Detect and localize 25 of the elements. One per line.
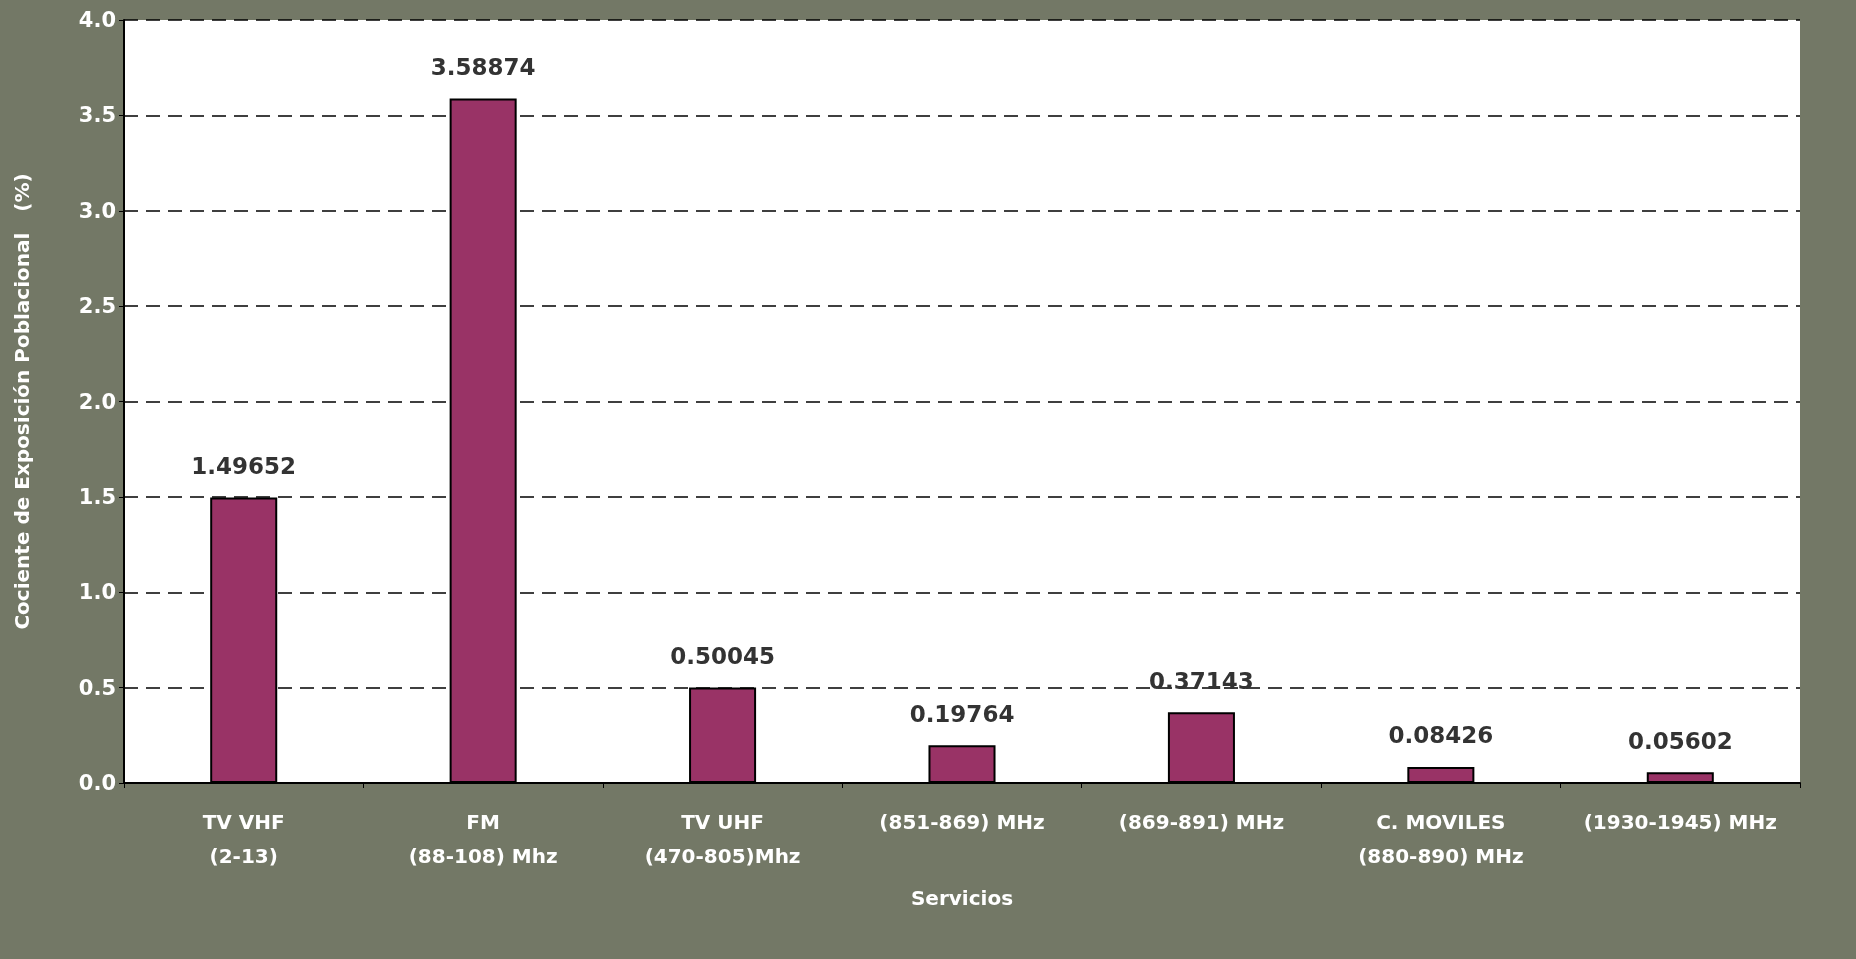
x-tick-label: TV UHF (470-805)Mhz	[644, 810, 801, 868]
y-tick-label: 3.5	[78, 103, 116, 128]
y-tick-label: 2.5	[78, 294, 116, 319]
data-label: 0.50045	[670, 643, 775, 670]
x-tick-label: TV VHF (2-13)	[202, 810, 285, 868]
y-tick-label: 1.5	[78, 484, 116, 509]
y-tick-label: 1.0	[78, 580, 116, 605]
x-axis-title: Servicios	[910, 886, 1014, 910]
x-tick-label: C. MOVILES (880-890) MHz	[1358, 810, 1524, 868]
data-label: 1.49652	[191, 453, 297, 480]
x-tick-label: (851-869) MHz	[879, 810, 1045, 834]
y-axis-title: Cociente de Exposición Poblacional (%)	[10, 173, 34, 630]
data-label: 0.05602	[1627, 727, 1733, 754]
y-tick-label: 4.0	[78, 8, 116, 32]
y-tick-label: 0.5	[78, 675, 116, 700]
data-label: 0.19764	[909, 700, 1015, 727]
y-tick-label: 0.0	[78, 771, 116, 795]
data-label: 0.08426	[1388, 722, 1494, 749]
y-tick-label: 3.0	[78, 198, 116, 223]
x-tick-label: FM (88-108) Mhz	[408, 810, 558, 868]
x-tick-label: (869-891) MHz	[1118, 810, 1285, 834]
data-label: 0.37143	[1149, 667, 1254, 694]
x-tick-label: (1930-1945) MHz	[1583, 810, 1777, 834]
y-tick-label: 2.0	[78, 389, 116, 414]
data-label: 3.58874	[430, 53, 536, 80]
